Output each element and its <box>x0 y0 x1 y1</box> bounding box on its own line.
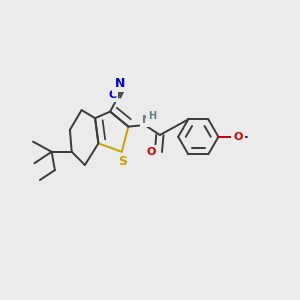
Text: O: O <box>146 147 156 158</box>
Text: O: O <box>233 132 243 142</box>
Text: S: S <box>118 155 127 168</box>
Text: C: C <box>108 90 116 100</box>
Text: H: H <box>148 111 155 121</box>
Text: N: N <box>115 77 125 90</box>
Text: N: N <box>142 115 151 125</box>
Text: H: H <box>148 111 156 121</box>
Text: N: N <box>142 115 151 125</box>
Text: O: O <box>233 132 243 142</box>
Text: S: S <box>118 155 127 168</box>
Text: O: O <box>146 147 156 158</box>
Text: N: N <box>115 77 125 90</box>
Text: C: C <box>108 90 116 100</box>
